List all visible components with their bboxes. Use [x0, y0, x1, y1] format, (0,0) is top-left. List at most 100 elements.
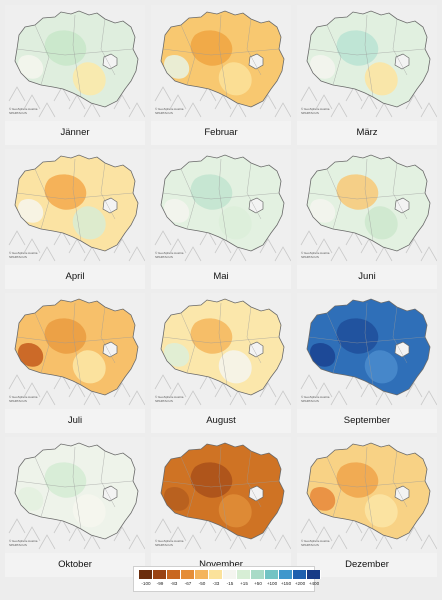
credit-line: SPARTACUS: [9, 110, 27, 115]
legend-tick: +100: [266, 581, 278, 586]
district-border: [246, 162, 262, 220]
month-label: April: [65, 271, 85, 282]
region-outline: [160, 442, 285, 540]
anomaly-patch: [310, 198, 336, 223]
anomaly-patch: [164, 54, 190, 79]
anomaly-patch: [72, 350, 106, 384]
terrain-ridge: [330, 102, 348, 118]
map-credit: © GeoSphere Austria SPARTACUS: [9, 395, 37, 403]
district-border: [34, 168, 50, 230]
district-border: [180, 168, 196, 230]
district-border: [100, 18, 116, 76]
district-border: [34, 456, 50, 518]
legend-swatch: [223, 570, 237, 579]
terrain-ridge: [405, 238, 423, 254]
anomaly-patch: [18, 54, 44, 79]
region-map: [5, 149, 145, 265]
terrain-ridge: [259, 94, 277, 110]
legend-swatch: [251, 570, 265, 579]
anomaly-patch: [18, 198, 44, 223]
district-border: [100, 162, 116, 220]
terrain-ridge: [113, 238, 131, 254]
district-border: [162, 480, 280, 488]
terrain-ridge: [184, 102, 202, 118]
month-label: Dezember: [345, 559, 389, 570]
district-border: [246, 18, 262, 76]
legend-swatch: [307, 570, 321, 579]
terrain-ridge: [420, 390, 437, 406]
anomaly-patch: [190, 462, 233, 498]
terrain-ridge: [38, 390, 56, 406]
district-border: [326, 168, 342, 230]
map-panel: © GeoSphere Austria SPARTACUS September: [297, 293, 437, 433]
district-border: [326, 456, 342, 518]
terrain-ridge: [8, 518, 26, 534]
terrain-ridge: [274, 534, 291, 550]
month-label: Oktober: [58, 559, 92, 570]
district-border: [364, 158, 374, 242]
map-panel: © GeoSphere Austria SPARTACUS Juni: [297, 149, 437, 289]
region-map: [151, 5, 291, 121]
district-border: [16, 48, 134, 56]
vienna-outline: [102, 485, 118, 502]
district-border: [72, 302, 82, 386]
region-map: [151, 293, 291, 409]
region-map: [5, 437, 145, 553]
legend-swatch: [279, 570, 293, 579]
month-label: September: [343, 415, 391, 426]
terrain-ridge: [154, 86, 172, 102]
month-label: Mai: [213, 271, 229, 282]
terrain-ridge: [8, 230, 26, 246]
district-border: [100, 306, 116, 364]
map-panel: © GeoSphere Austria SPARTACUS Dezember: [297, 437, 437, 577]
anomaly-patch: [364, 350, 398, 384]
district-border: [364, 14, 374, 98]
credit-line: © GeoSphere Austria: [301, 539, 330, 543]
map-grid: © GeoSphere Austria SPARTACUS Jänner © GeoS…: [5, 5, 437, 577]
region-outline: [306, 154, 431, 252]
region-outline: [160, 298, 285, 396]
legend-tick: +150: [280, 581, 292, 586]
region-outline: [14, 154, 139, 252]
terrain-ridge: [169, 94, 187, 110]
terrain-ridge: [420, 246, 437, 262]
vienna-outline: [394, 197, 410, 214]
region-outline: [306, 10, 431, 108]
credit-line: © GeoSphere Austria: [9, 251, 38, 255]
map-credit: © GeoSphere Austria SPARTACUS: [155, 251, 183, 259]
map-credit: © GeoSphere Austria SPARTACUS: [301, 395, 329, 403]
map-panel: © GeoSphere Austria SPARTACUS Jänner: [5, 5, 145, 145]
terrain-ridge: [23, 382, 41, 398]
map-credit: © GeoSphere Austria SPARTACUS: [9, 107, 37, 115]
district-border: [180, 24, 196, 86]
region-outline: [160, 10, 285, 108]
map-panel: © GeoSphere Austria SPARTACUS April: [5, 149, 145, 289]
legend-tick: +50: [254, 581, 262, 586]
credit-line: SPARTACUS: [301, 398, 319, 403]
credit-line: SPARTACUS: [155, 398, 173, 403]
map-panel: © GeoSphere Austria SPARTACUS August: [151, 293, 291, 433]
district-border: [246, 450, 262, 508]
district-border: [34, 24, 50, 86]
district-border: [218, 158, 228, 242]
vienna-outline: [102, 197, 118, 214]
credit-line: SPARTACUS: [301, 542, 319, 547]
terrain-ridge: [330, 246, 348, 262]
district-border: [364, 302, 374, 386]
anomaly-patch: [336, 318, 379, 354]
terrain-ridge: [420, 102, 437, 118]
vienna-outline: [394, 341, 410, 358]
credit-line: © GeoSphere Austria: [155, 539, 184, 543]
region-map: [5, 5, 145, 121]
terrain-ridge: [330, 534, 348, 550]
map-credit: © GeoSphere Austria SPARTACUS: [155, 539, 184, 547]
map-credit: © GeoSphere Austria SPARTACUS: [155, 107, 183, 115]
district-border: [180, 456, 196, 518]
month-label: Juli: [67, 415, 83, 426]
credit-line: SPARTACUS: [155, 110, 173, 115]
vienna-outline: [248, 485, 264, 502]
legend-tick: +400: [308, 581, 320, 586]
legend-tick: -67: [184, 581, 192, 586]
map-panel: © GeoSphere Austria SPARTACUS Februar: [151, 5, 291, 145]
terrain-ridge: [128, 534, 145, 550]
